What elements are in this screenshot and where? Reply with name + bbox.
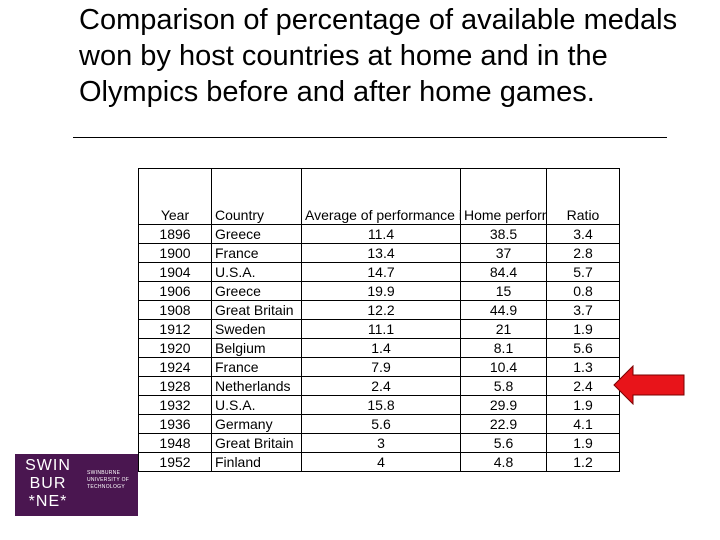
table-row: 1924 France 7.9 10.4 1.3: [138, 357, 620, 377]
cell-home-performance: 4.8: [460, 452, 547, 472]
cell-average-performance: 11.4: [301, 224, 461, 244]
cell-home-performance: 44.9: [460, 300, 547, 320]
cell-ratio: 4.1: [546, 414, 620, 434]
cell-home-performance: 29.9: [460, 395, 547, 415]
cell-ratio: 1.2: [546, 452, 620, 472]
cell-country: Finland: [211, 452, 302, 472]
table-row: 1900 France 13.4 37 2.8: [138, 243, 620, 263]
cell-average-performance: 13.4: [301, 243, 461, 263]
cell-average-performance: 1.4: [301, 338, 461, 358]
cell-average-performance: 3: [301, 433, 461, 453]
cell-country: Greece: [211, 281, 302, 301]
cell-country: France: [211, 243, 302, 263]
cell-year: 1924: [138, 357, 212, 377]
cell-ratio: 1.9: [546, 319, 620, 339]
table-row: 1920 Belgium 1.4 8.1 5.6: [138, 338, 620, 358]
cell-country: Great Britain: [211, 300, 302, 320]
slide-title: Comparison of percentage of available me…: [79, 4, 678, 108]
cell-average-performance: 7.9: [301, 357, 461, 377]
cell-ratio: 2.8: [546, 243, 620, 263]
cell-year: 1906: [138, 281, 212, 301]
cell-country: U.S.A.: [211, 395, 302, 415]
table-row: 1908 Great Britain 12.2 44.9 3.7: [138, 300, 620, 320]
cell-home-performance: 5.8: [460, 376, 547, 396]
table-row: 1932 U.S.A. 15.8 29.9 1.9: [138, 395, 620, 415]
cell-home-performance: 8.1: [460, 338, 547, 358]
cell-year: 1912: [138, 319, 212, 339]
cell-home-performance: 22.9: [460, 414, 547, 434]
cell-ratio: 2.4: [546, 376, 620, 396]
cell-home-performance: 5.6: [460, 433, 547, 453]
table-row: 1896 Greece 11.4 38.5 3.4: [138, 224, 620, 244]
cell-country: Sweden: [211, 319, 302, 339]
cell-year: 1908: [138, 300, 212, 320]
cell-ratio: 3.4: [546, 224, 620, 244]
table-row: 1936 Germany 5.6 22.9 4.1: [138, 414, 620, 434]
header-year: Year: [138, 168, 212, 225]
table-row: 1912 Sweden 11.1 21 1.9: [138, 319, 620, 339]
cell-ratio: 0.8: [546, 281, 620, 301]
swinburne-logo: SWIN BUR *NE* SWINBURNE UNIVERSITY OF TE…: [15, 454, 138, 516]
table-row: 1928 Netherlands 2.4 5.8 2.4: [138, 376, 620, 396]
cell-year: 1896: [138, 224, 212, 244]
header-country: Country: [211, 168, 302, 225]
title-underline: [73, 137, 667, 138]
cell-average-performance: 4: [301, 452, 461, 472]
cell-average-performance: 11.1: [301, 319, 461, 339]
cell-ratio: 5.6: [546, 338, 620, 358]
table-row: 1948 Great Britain 3 5.6 1.9: [138, 433, 620, 453]
table-row: 1952 Finland 4 4.8 1.2: [138, 452, 620, 472]
cell-home-performance: 37: [460, 243, 547, 263]
performance-table: Year Country Average of performance in g…: [138, 168, 620, 472]
cell-average-performance: 15.8: [301, 395, 461, 415]
logo-mark: SWIN BUR *NE*: [25, 457, 71, 510]
cell-home-performance: 21: [460, 319, 547, 339]
left-arrow-icon: [613, 365, 685, 405]
table-header-row: Year Country Average of performance in g…: [138, 168, 620, 225]
header-ratio: Ratio: [546, 168, 620, 225]
cell-year: 1900: [138, 243, 212, 263]
cell-year: 1936: [138, 414, 212, 434]
cell-average-performance: 5.6: [301, 414, 461, 434]
cell-country: Germany: [211, 414, 302, 434]
cell-country: France: [211, 357, 302, 377]
cell-ratio: 1.9: [546, 395, 620, 415]
logo-university-name: SWINBURNE UNIVERSITY OF TECHNOLOGY: [87, 470, 130, 490]
cell-home-performance: 84.4: [460, 262, 547, 282]
cell-average-performance: 12.2: [301, 300, 461, 320]
cell-ratio: 1.9: [546, 433, 620, 453]
cell-year: 1952: [138, 452, 212, 472]
cell-home-performance: 38.5: [460, 224, 547, 244]
cell-country: Great Britain: [211, 433, 302, 453]
cell-country: Greece: [211, 224, 302, 244]
cell-country: U.S.A.: [211, 262, 302, 282]
cell-year: 1928: [138, 376, 212, 396]
header-average-performance: Average of performance in games before a…: [301, 168, 461, 225]
cell-year: 1948: [138, 433, 212, 453]
cell-average-performance: 14.7: [301, 262, 461, 282]
cell-average-performance: 19.9: [301, 281, 461, 301]
cell-home-performance: 10.4: [460, 357, 547, 377]
table-row: 1904 U.S.A. 14.7 84.4 5.7: [138, 262, 620, 282]
cell-ratio: 1.3: [546, 357, 620, 377]
cell-average-performance: 2.4: [301, 376, 461, 396]
cell-year: 1904: [138, 262, 212, 282]
cell-country: Belgium: [211, 338, 302, 358]
table-row: 1906 Greece 19.9 15 0.8: [138, 281, 620, 301]
cell-ratio: 5.7: [546, 262, 620, 282]
cell-country: Netherlands: [211, 376, 302, 396]
cell-year: 1932: [138, 395, 212, 415]
cell-home-performance: 15: [460, 281, 547, 301]
cell-ratio: 3.7: [546, 300, 620, 320]
header-home-performance: Home performance: [460, 168, 547, 225]
cell-year: 1920: [138, 338, 212, 358]
